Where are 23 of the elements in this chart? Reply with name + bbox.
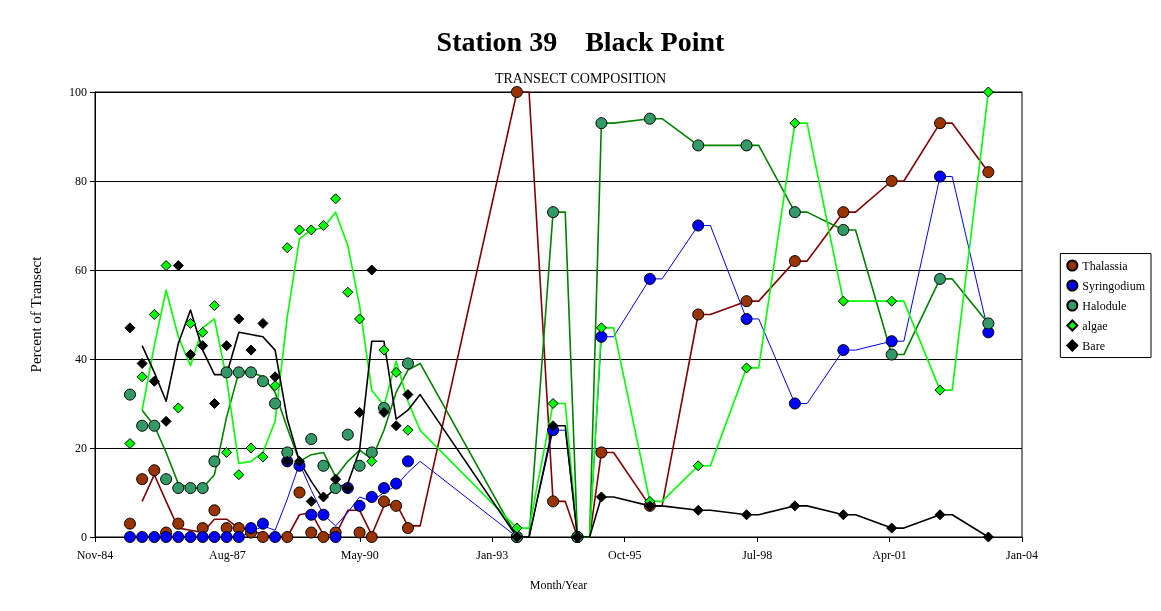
legend-label: algae [1082,318,1108,333]
chart-subtitle: TRANSECT COMPOSITION [494,70,667,86]
legend-label: Syringodium [1082,278,1146,293]
y-tick-label: 20 [75,441,87,455]
y-tick-label: 0 [81,530,87,544]
x-tick-label: Nov-84 [76,548,114,562]
x-tick-label: Aug-87 [209,548,246,562]
x-tick-label: Jan-93 [476,548,509,562]
y-tick-label: 40 [75,352,87,366]
y-axis-title: Percent of Transect [27,255,44,373]
x-tick-label: Jan-04 [1006,548,1038,562]
legend-label: Halodule [1082,298,1127,313]
x-tick-label: Oct-95 [608,548,642,562]
legend-label: Thalassia [1082,258,1129,273]
x-axis-title: Month/Year [529,578,588,592]
chart-title: Station 39 Black Point [436,25,726,57]
y-tick-label: 100 [69,85,87,99]
x-tick-label: May-90 [340,548,379,562]
legend-label: Bare [1082,338,1105,353]
x-tick-label: Apr-01 [872,548,907,562]
y-tick-label: 60 [75,263,87,277]
y-tick-label: 80 [75,174,87,188]
x-tick-label: Jul-98 [742,548,773,562]
